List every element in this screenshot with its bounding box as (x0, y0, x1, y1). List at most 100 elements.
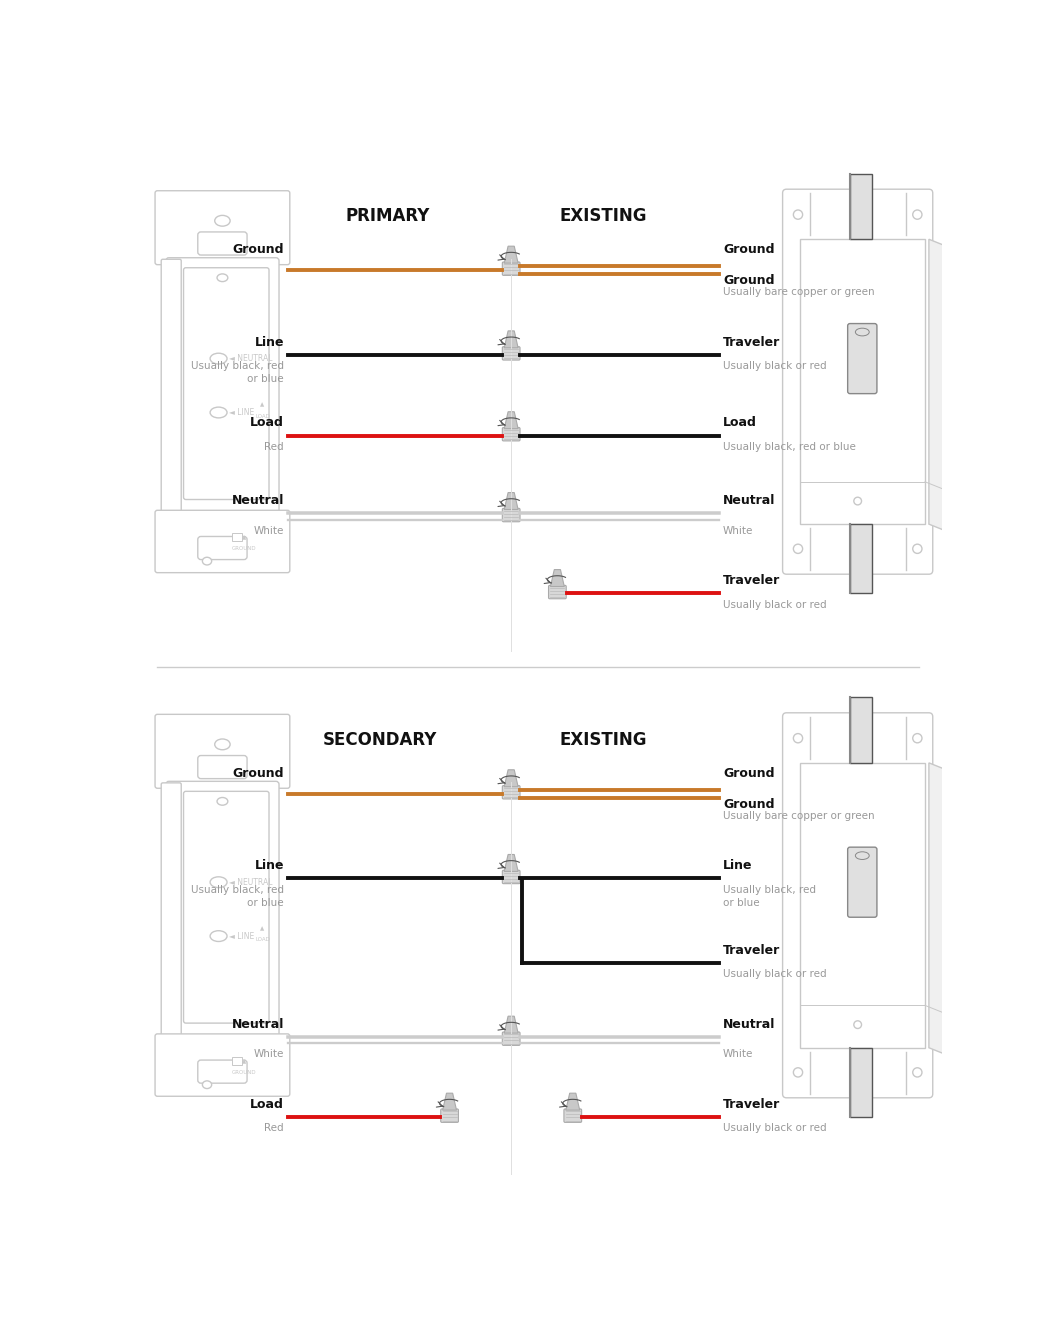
FancyBboxPatch shape (232, 1057, 243, 1065)
FancyBboxPatch shape (162, 259, 182, 515)
Text: ▲: ▲ (242, 536, 246, 540)
Polygon shape (504, 412, 518, 429)
Text: Ground: Ground (723, 767, 775, 780)
Text: Load: Load (723, 416, 757, 429)
Text: Ground: Ground (723, 797, 775, 810)
Ellipse shape (794, 734, 802, 743)
FancyBboxPatch shape (502, 347, 520, 360)
Ellipse shape (215, 215, 230, 226)
Text: ▲: ▲ (260, 925, 265, 931)
Ellipse shape (203, 557, 212, 565)
FancyBboxPatch shape (782, 189, 932, 574)
Polygon shape (504, 331, 518, 348)
Text: ▲: ▲ (260, 403, 265, 408)
FancyBboxPatch shape (197, 536, 247, 560)
Polygon shape (504, 854, 518, 871)
Text: or blue: or blue (248, 898, 284, 908)
Ellipse shape (215, 739, 230, 750)
FancyBboxPatch shape (800, 239, 925, 524)
Text: ◄ NEUTRAL: ◄ NEUTRAL (229, 878, 273, 887)
FancyBboxPatch shape (184, 268, 269, 499)
FancyBboxPatch shape (155, 1034, 290, 1096)
Ellipse shape (854, 498, 862, 506)
Polygon shape (929, 763, 948, 1056)
Ellipse shape (210, 407, 227, 418)
Text: Usually black, red: Usually black, red (723, 884, 816, 895)
Text: Usually black, red or blue: Usually black, red or blue (723, 442, 856, 451)
Text: Ground: Ground (232, 767, 284, 780)
Ellipse shape (856, 851, 869, 859)
Text: or blue: or blue (248, 374, 284, 384)
Text: Load: Load (250, 1098, 284, 1111)
Text: ◄ LINE: ◄ LINE (229, 932, 254, 941)
FancyBboxPatch shape (441, 1109, 459, 1122)
FancyBboxPatch shape (197, 1060, 247, 1084)
Text: GROUND: GROUND (232, 1071, 256, 1074)
Ellipse shape (854, 1020, 862, 1028)
Text: Line: Line (254, 335, 284, 348)
Ellipse shape (912, 1068, 922, 1077)
FancyBboxPatch shape (502, 1032, 520, 1045)
Text: Traveler: Traveler (723, 574, 780, 587)
Text: Ground: Ground (232, 243, 284, 256)
Polygon shape (504, 1016, 518, 1034)
Text: White: White (254, 525, 284, 536)
Text: Usually black or red: Usually black or red (723, 360, 826, 371)
FancyBboxPatch shape (502, 785, 520, 799)
Text: Ground: Ground (723, 243, 775, 256)
FancyBboxPatch shape (502, 428, 520, 441)
FancyBboxPatch shape (548, 585, 566, 599)
FancyBboxPatch shape (850, 697, 871, 763)
FancyBboxPatch shape (155, 191, 290, 264)
Text: White: White (254, 1049, 284, 1059)
Text: Red: Red (265, 442, 284, 451)
Text: SECONDARY: SECONDARY (323, 731, 438, 748)
Ellipse shape (217, 275, 228, 281)
FancyBboxPatch shape (502, 508, 520, 521)
Ellipse shape (912, 734, 922, 743)
Polygon shape (929, 239, 948, 532)
FancyBboxPatch shape (232, 533, 243, 541)
Text: ◄ LINE: ◄ LINE (229, 408, 254, 417)
Ellipse shape (210, 354, 227, 364)
Text: EXISTING: EXISTING (560, 731, 647, 748)
Ellipse shape (914, 807, 921, 814)
Text: Usually bare copper or green: Usually bare copper or green (723, 286, 875, 297)
Text: ◄ NEUTRAL: ◄ NEUTRAL (229, 354, 273, 363)
Text: Traveler: Traveler (723, 335, 780, 348)
FancyBboxPatch shape (800, 763, 925, 1048)
Ellipse shape (794, 210, 802, 219)
FancyBboxPatch shape (847, 847, 877, 917)
Text: Usually black, red: Usually black, red (191, 884, 284, 895)
FancyBboxPatch shape (847, 323, 877, 393)
Text: EXISTING: EXISTING (560, 207, 647, 226)
Polygon shape (504, 770, 518, 787)
Ellipse shape (217, 797, 228, 805)
Text: Usually bare copper or green: Usually bare copper or green (723, 810, 875, 821)
Text: GROUND: GROUND (232, 546, 256, 552)
Ellipse shape (210, 876, 227, 887)
Text: Red: Red (265, 1123, 284, 1133)
Text: Traveler: Traveler (723, 1098, 780, 1111)
Text: Neutral: Neutral (232, 494, 284, 507)
Text: LOAD: LOAD (255, 937, 270, 942)
Ellipse shape (912, 210, 922, 219)
FancyBboxPatch shape (197, 755, 247, 779)
Polygon shape (504, 492, 518, 510)
Polygon shape (504, 246, 518, 263)
Text: ▲: ▲ (242, 1059, 246, 1064)
FancyBboxPatch shape (564, 1109, 582, 1122)
Ellipse shape (210, 931, 227, 941)
FancyBboxPatch shape (850, 1048, 871, 1117)
Polygon shape (550, 570, 564, 586)
Ellipse shape (203, 1081, 212, 1089)
FancyBboxPatch shape (782, 713, 932, 1098)
FancyBboxPatch shape (166, 257, 279, 516)
Text: Usually black or red: Usually black or red (723, 1123, 826, 1133)
Text: Ground: Ground (723, 275, 775, 286)
Text: Neutral: Neutral (723, 494, 775, 507)
FancyBboxPatch shape (155, 511, 290, 573)
Text: Usually black or red: Usually black or red (723, 969, 826, 979)
Text: White: White (723, 525, 753, 536)
FancyBboxPatch shape (850, 524, 871, 594)
